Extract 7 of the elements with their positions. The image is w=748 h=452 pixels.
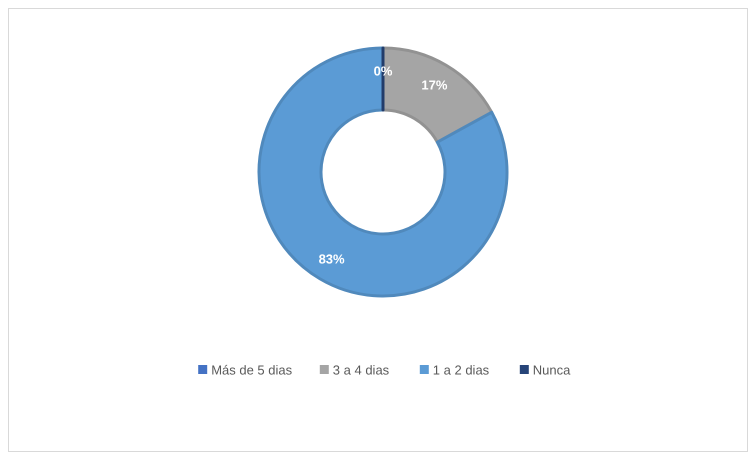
data-label: 83% [318,251,346,266]
donut-slice [258,46,508,298]
legend-label: Más de 5 dias [211,362,293,378]
data-label: 17% [421,78,448,93]
legend-label: 1 a 2 dias [432,362,490,378]
legend-label: Nunca [532,362,572,378]
legend-label: 3 a 4 dias [332,362,390,378]
